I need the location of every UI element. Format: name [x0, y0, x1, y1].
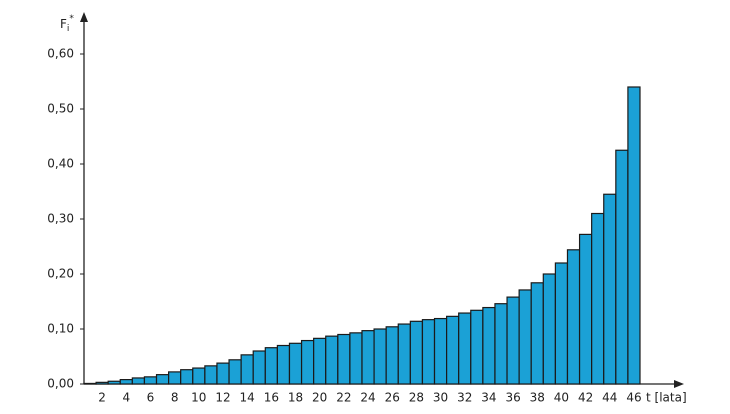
bar	[530, 282, 544, 385]
bar	[542, 273, 556, 385]
bar	[494, 303, 508, 385]
bar	[603, 193, 617, 385]
bar	[168, 371, 182, 385]
bar	[119, 379, 133, 385]
bar	[470, 309, 484, 385]
y-label-main: F	[60, 17, 67, 31]
x-tick-label: 6	[147, 391, 155, 405]
bar	[506, 296, 520, 385]
x-tick-label: 16	[264, 391, 279, 405]
bar	[83, 382, 97, 385]
bar	[313, 337, 327, 385]
y-tick-label: 0,10	[47, 322, 74, 336]
y-tick-label: 0,50	[47, 102, 74, 116]
bar	[566, 249, 581, 385]
bar	[155, 374, 170, 385]
bar	[578, 233, 593, 385]
bar	[409, 320, 424, 385]
y-tick-label: 0,20	[47, 267, 74, 281]
bar	[228, 359, 242, 385]
y-axis-arrow	[80, 12, 88, 22]
bar	[615, 149, 629, 385]
bar	[288, 342, 303, 385]
bar	[264, 347, 278, 385]
x-tick-label: 4	[122, 391, 130, 405]
bar	[421, 319, 436, 385]
x-tick-label: 38	[530, 391, 545, 405]
x-tick-label: 22	[336, 391, 351, 405]
bar	[131, 377, 146, 385]
bar	[95, 381, 109, 385]
bar	[433, 317, 448, 385]
x-tick-label: 28	[409, 391, 424, 405]
bar	[397, 323, 411, 385]
bar	[385, 326, 399, 385]
y-tick-label: 0,30	[47, 212, 74, 226]
x-tick-label: 20	[312, 391, 327, 405]
bar	[204, 365, 218, 385]
x-tick-label: 26	[385, 391, 400, 405]
bar	[216, 362, 230, 385]
y-label-sub: i	[67, 24, 70, 34]
x-tick-label: 44	[602, 391, 617, 405]
bar	[180, 369, 194, 385]
bar	[349, 332, 363, 385]
bar	[446, 315, 460, 385]
bar	[300, 339, 315, 385]
x-tick-label: 34	[481, 391, 496, 405]
bar	[482, 306, 496, 385]
y-tick-label: 0,60	[47, 47, 74, 61]
bar	[627, 86, 641, 385]
bar	[554, 262, 569, 385]
x-tick-label: 30	[433, 391, 448, 405]
bar	[337, 333, 351, 385]
bar	[107, 380, 121, 385]
bar	[252, 350, 266, 385]
bar	[361, 330, 375, 385]
bar	[143, 376, 158, 385]
bar	[373, 328, 387, 385]
x-tick-label: 10	[191, 391, 206, 405]
x-tick-label: 2	[98, 391, 106, 405]
bar	[240, 354, 254, 385]
x-tick-label: 8	[171, 391, 179, 405]
x-axis-label: t [lata]	[646, 391, 687, 405]
x-tick-label: 46	[626, 391, 641, 405]
x-tick-label: 18	[288, 391, 303, 405]
x-axis-arrow	[674, 380, 684, 388]
bar	[458, 312, 472, 385]
x-tick-label: 32	[457, 391, 472, 405]
bar	[518, 289, 532, 385]
x-tick-label: 24	[360, 391, 375, 405]
x-tick-label: 12	[215, 391, 230, 405]
bar	[591, 212, 605, 385]
bar	[192, 367, 206, 385]
y-label-sup: *	[69, 14, 74, 24]
x-tick-label: 14	[240, 391, 255, 405]
x-tick-label: 40	[554, 391, 569, 405]
y-tick-label: 0,40	[47, 157, 74, 171]
y-axis-label: Fi*	[60, 14, 74, 34]
bar	[325, 335, 339, 385]
y-tick-label: 0,00	[47, 377, 74, 391]
x-tick-label: 36	[505, 391, 520, 405]
bar	[276, 344, 291, 385]
x-tick-label: 42	[578, 391, 593, 405]
